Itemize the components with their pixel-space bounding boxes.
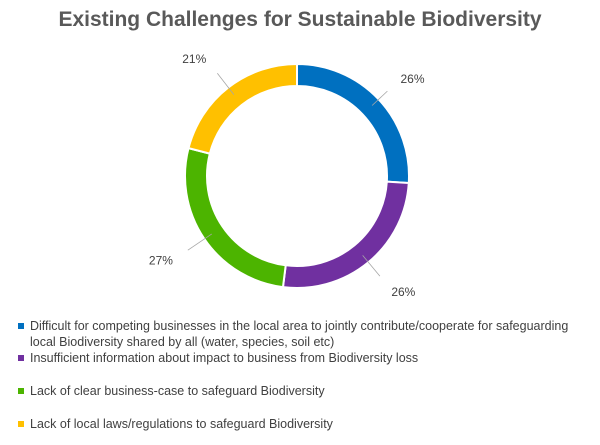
chart-title: Existing Challenges for Sustainable Biod… xyxy=(58,8,542,31)
data-label: 26% xyxy=(391,285,415,299)
legend-item: Difficult for competing businesses in th… xyxy=(18,318,590,350)
leader-line xyxy=(187,233,213,251)
leader-lines xyxy=(187,73,388,277)
legend-swatch xyxy=(18,388,24,394)
data-label: 26% xyxy=(401,72,425,86)
legend-item: Insufficient information about impact to… xyxy=(18,350,590,366)
legend-item: Lack of clear business-case to safeguard… xyxy=(18,383,590,399)
donut-slice xyxy=(296,62,410,185)
data-label: 21% xyxy=(182,52,206,66)
donut-slices xyxy=(184,62,410,289)
data-labels: 26% 26% 27% 21% xyxy=(149,52,425,299)
leader-line xyxy=(371,90,388,106)
leader-line xyxy=(362,255,381,277)
donut-slice xyxy=(184,146,287,289)
legend-label: Lack of clear business-case to safeguard… xyxy=(30,384,325,398)
data-label: 27% xyxy=(149,253,173,267)
donut-chart: 26% 26% 27% 21% xyxy=(149,52,425,299)
donut-slice xyxy=(281,180,410,289)
legend-item: Lack of local laws/regulations to safegu… xyxy=(18,416,590,432)
legend-swatch xyxy=(18,355,24,361)
legend-label: Insufficient information about impact to… xyxy=(30,351,419,365)
legend-swatch xyxy=(18,323,24,329)
leader-line xyxy=(217,73,235,95)
donut-slice xyxy=(187,62,298,155)
legend-swatch xyxy=(18,421,24,427)
legend-label: Lack of local laws/regulations to safegu… xyxy=(30,417,333,431)
legend-label: Difficult for competing businesses in th… xyxy=(30,319,569,349)
